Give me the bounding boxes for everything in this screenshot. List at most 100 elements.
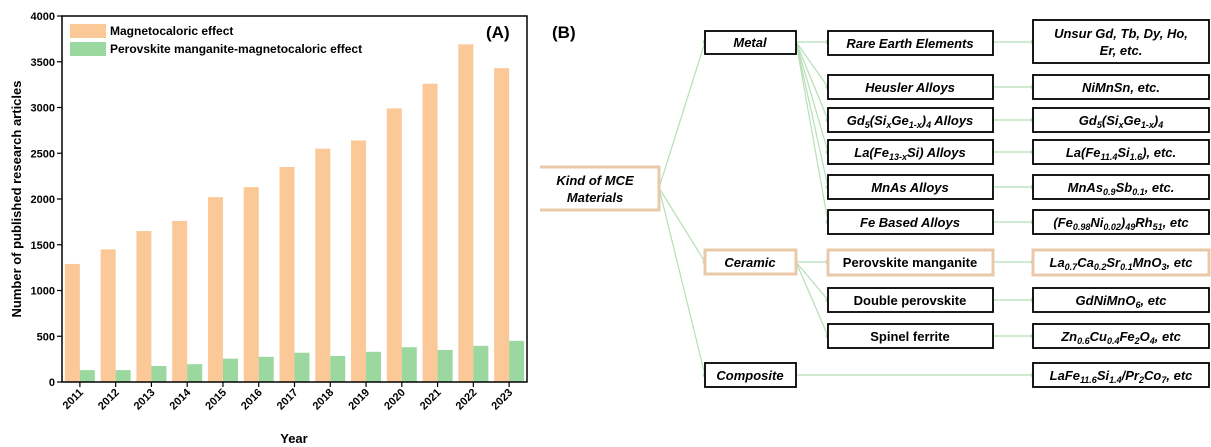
- root-node: Kind of MCE Materials: [540, 165, 661, 212]
- x-tick-label: 2012: [96, 387, 122, 413]
- ceramic-item-spinel-ferrite: Spinel ferrite: [827, 323, 994, 349]
- category-metal: Metal: [704, 30, 797, 55]
- metal-item-heusler: Heusler Alloys: [827, 74, 994, 100]
- metal-item-la-fe-si: La(Fe13-xSi) Alloys: [827, 139, 994, 165]
- y-tick-label: 1000: [31, 286, 55, 298]
- example-label-line1: Unsur Gd, Tb, Dy, Ho,: [1054, 26, 1188, 41]
- metal-item-label: Fe Based Alloys: [860, 215, 960, 230]
- metal-item-gd5: Gd5(SixGe1-x)4 Alloys: [827, 107, 994, 133]
- example-label: La0.7Ca0.2Sr0.1MnO3, etc: [1050, 255, 1194, 272]
- example-composite: LaFe11.6Si1.4/Pr2Co7, etc: [1032, 362, 1210, 388]
- example-label: GdNiMnO6, etc: [1076, 293, 1168, 310]
- y-tick-label: 4000: [31, 11, 55, 23]
- bar-mce-2021: [422, 83, 438, 383]
- bar-mce-2014: [172, 220, 188, 382]
- metal-item-rare-earth: Rare Earth Elements: [827, 30, 994, 56]
- bar-mce-2012: [100, 249, 116, 382]
- x-tick-label: 2011: [61, 387, 86, 412]
- legend-swatch-1: [70, 42, 106, 56]
- bars-group: [64, 44, 525, 383]
- x-tick-label: 2019: [346, 387, 372, 413]
- x-tick-label: 2018: [311, 387, 337, 413]
- bar-mce-2018: [315, 148, 331, 382]
- panel-b-label: (B): [552, 23, 576, 42]
- metal-item-label: Rare Earth Elements: [846, 36, 973, 51]
- x-axis-label: Year: [280, 431, 307, 446]
- bar-mce-2022: [458, 44, 474, 383]
- bar-perovskite-2018: [330, 355, 346, 382]
- root-label-line2: Materials: [567, 190, 623, 205]
- example-label: La(Fe11.4Si1.6), etc.: [1066, 145, 1176, 162]
- category-ceramic-label: Ceramic: [724, 255, 776, 270]
- y-tick-label: 3000: [31, 103, 55, 115]
- root-label-line1: Kind of MCE: [556, 173, 634, 188]
- bar-perovskite-2016: [258, 356, 274, 382]
- y-tick-label: 500: [37, 331, 55, 343]
- legend-label-0: Magnetocaloric effect: [110, 24, 233, 38]
- x-tick-label: 2016: [239, 387, 265, 413]
- ceramic-item-perovskite-manganite: Perovskite manganite: [826, 248, 995, 277]
- panel-a-label: (A): [486, 23, 510, 42]
- example-gd5: Gd5(SixGe1-x)4: [1032, 107, 1210, 133]
- x-tick-label: 2021: [418, 387, 444, 413]
- ceramic-item-label: Double perovskite: [854, 293, 967, 308]
- y-tick-label: 1500: [31, 240, 55, 252]
- x-tick-label: 2015: [203, 387, 229, 413]
- category-ceramic: Ceramic: [703, 248, 798, 276]
- legend-label-1: Perovskite manganite-magnetocaloric effe…: [110, 42, 362, 56]
- example-label: NiMnSn, etc.: [1082, 80, 1160, 95]
- bar-mce-2019: [351, 140, 367, 382]
- metal-item-label: MnAs Alloys: [871, 180, 949, 195]
- x-tick-label: 2013: [132, 387, 158, 413]
- legend: Magnetocaloric effect Perovskite mangani…: [70, 24, 362, 56]
- bar-perovskite-2011: [79, 370, 95, 382]
- bar-perovskite-2017: [294, 352, 310, 382]
- x-tick-label: 2017: [275, 387, 301, 413]
- x-tick-label: 2014: [168, 386, 194, 412]
- x-tick-label: 2022: [454, 387, 480, 413]
- example-perovskite-manganite: La0.7Ca0.2Sr0.1MnO3, etc: [1031, 248, 1211, 277]
- bar-mce-2013: [136, 231, 152, 382]
- bar-perovskite-2021: [437, 349, 453, 382]
- x-tick-label: 2023: [489, 387, 515, 413]
- example-la-fe-si: La(Fe11.4Si1.6), etc.: [1032, 139, 1210, 165]
- category-composite-label: Composite: [716, 368, 783, 383]
- y-axis: 0 500 1000 1500 2000 2500 3000 3500 4000: [31, 11, 62, 389]
- y-tick-label: 0: [49, 377, 55, 389]
- ceramic-item-double-perovskite: Double perovskite: [827, 287, 994, 313]
- bar-perovskite-2013: [151, 365, 167, 382]
- ceramic-item-label: Spinel ferrite: [870, 329, 949, 344]
- metal-item-label: Heusler Alloys: [865, 80, 955, 95]
- example-heusler: NiMnSn, etc.: [1032, 74, 1210, 100]
- bar-perovskite-2019: [366, 351, 382, 382]
- bar-mce-2011: [64, 263, 80, 382]
- bar-perovskite-2023: [509, 340, 525, 382]
- example-mnas: MnAs0.9Sb0.1, etc.: [1032, 174, 1210, 200]
- metal-item-label: La(Fe13-xSi) Alloys: [854, 145, 965, 162]
- x-axis: 2011 2012 2013 2014 2015 2016 2017 2018 2019 2020…: [61, 382, 515, 413]
- bar-mce-2015: [207, 197, 223, 382]
- plot-frame: [61, 15, 528, 383]
- bar-perovskite-2020: [401, 347, 417, 382]
- ceramic-item-label: Perovskite manganite: [843, 255, 977, 270]
- example-label: LaFe11.6Si1.4/Pr2Co7, etc: [1050, 368, 1194, 385]
- y-axis-label: Number of published research articles: [9, 81, 24, 318]
- bar-mce-2017: [279, 166, 295, 382]
- category-composite: Composite: [704, 362, 797, 388]
- category-metal-label: Metal: [733, 35, 767, 50]
- bar-perovskite-2012: [115, 370, 131, 382]
- example-label-line2: Er, etc.: [1100, 43, 1143, 58]
- bar-mce-2020: [386, 108, 402, 382]
- bar-perovskite-2022: [473, 345, 489, 382]
- y-tick-label: 2500: [31, 148, 55, 160]
- y-tick-label: 3500: [31, 57, 55, 69]
- example-fe-based: (Fe0.98Ni0.02)49Rh51, etc: [1032, 209, 1210, 235]
- example-label: MnAs0.9Sb0.1, etc.: [1068, 180, 1175, 197]
- x-tick-label: 2020: [382, 387, 408, 413]
- bar-perovskite-2015: [222, 358, 238, 382]
- metal-item-mnas: MnAs Alloys: [827, 174, 994, 200]
- y-tick-label: 2000: [31, 194, 55, 206]
- example-double-perovskite: GdNiMnO6, etc: [1032, 287, 1210, 313]
- metal-item-fe-based: Fe Based Alloys: [827, 209, 994, 235]
